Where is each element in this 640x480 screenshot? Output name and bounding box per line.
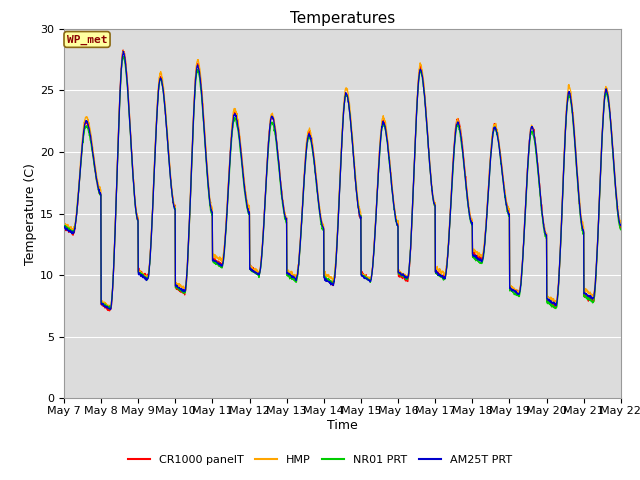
X-axis label: Time: Time [327, 419, 358, 432]
Title: Temperatures: Temperatures [290, 11, 395, 26]
Legend: CR1000 panelT, HMP, NR01 PRT, AM25T PRT: CR1000 panelT, HMP, NR01 PRT, AM25T PRT [124, 451, 516, 469]
Text: WP_met: WP_met [67, 35, 108, 45]
Y-axis label: Temperature (C): Temperature (C) [24, 163, 37, 264]
